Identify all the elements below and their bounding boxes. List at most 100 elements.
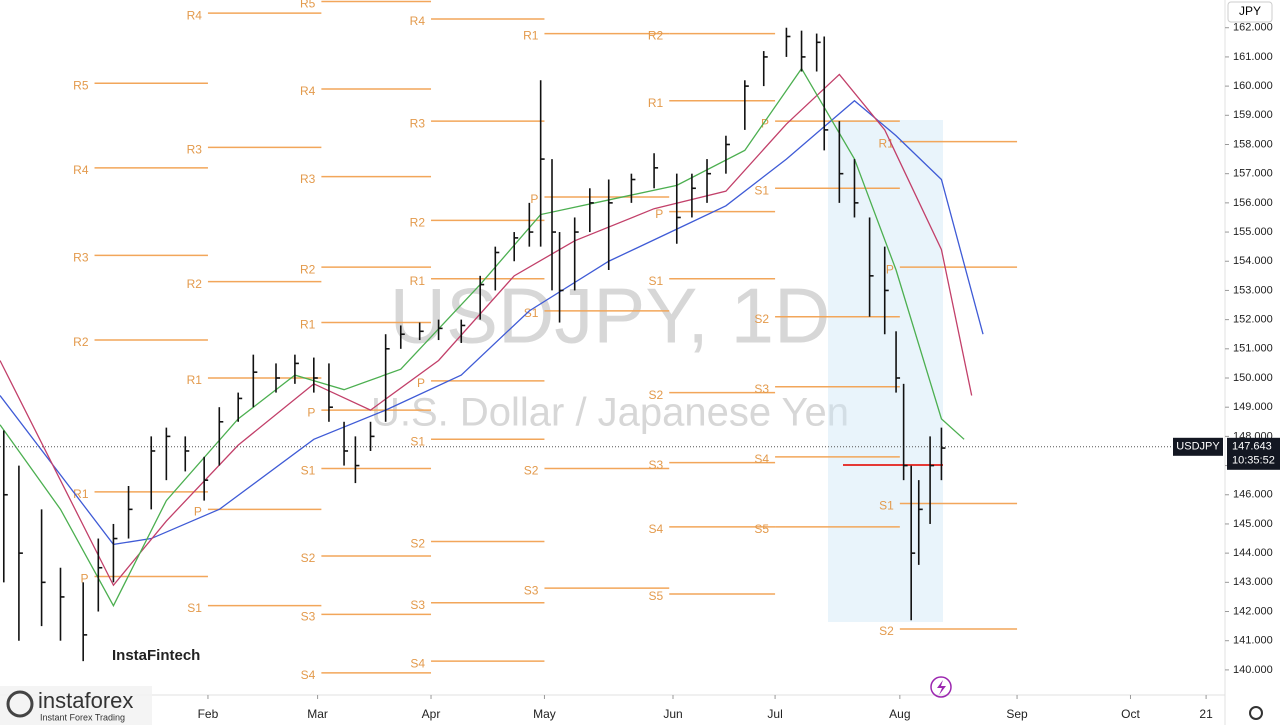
pivot-label: P xyxy=(81,572,89,586)
y-tick-label: 162.000 xyxy=(1233,22,1273,34)
plot: R5 R4 R3 R2 R1 P R4 R3 R2 R1 P S1 R5 R4 R3 R2 R1 P S1 S2 S3 S… xyxy=(0,0,1173,682)
y-tick-label: 145.000 xyxy=(1233,518,1273,530)
pivot-label: R3 xyxy=(187,143,203,157)
x-tick-label: Sep xyxy=(1006,707,1028,721)
pivot-label: P xyxy=(886,262,894,276)
pivot-label: P xyxy=(761,116,769,130)
pivot-label: P xyxy=(417,376,425,390)
pivot-label: R5 xyxy=(73,78,89,92)
pivot-label: S5 xyxy=(649,589,664,603)
pivot-label: S1 xyxy=(649,274,664,288)
y-tick-label: 153.000 xyxy=(1233,284,1273,296)
settings-icon[interactable] xyxy=(1249,706,1263,720)
pivot-label: R3 xyxy=(300,172,316,186)
y-tick-label: 149.000 xyxy=(1233,401,1273,413)
pivot-label: S3 xyxy=(524,583,539,597)
y-tick-label: 155.000 xyxy=(1233,226,1273,238)
y-tick-label: 152.000 xyxy=(1233,314,1273,326)
x-tick-label: Oct xyxy=(1121,707,1140,721)
pivot-label: R1 xyxy=(523,29,539,43)
pivot-label: R2 xyxy=(410,216,426,230)
pivot-label: S3 xyxy=(754,382,769,396)
brand-name: instaforex xyxy=(38,688,133,713)
pivot-label: S3 xyxy=(649,458,664,472)
pivot-label: R1 xyxy=(410,274,426,288)
pivot-label: S1 xyxy=(187,601,202,615)
pivot-label: R4 xyxy=(73,163,89,177)
y-tick-label: 158.000 xyxy=(1233,138,1273,150)
y-tick-label: 160.000 xyxy=(1233,80,1273,92)
pivot-label: P xyxy=(194,505,202,519)
pivot-label: S4 xyxy=(754,452,769,466)
pivot-label: P xyxy=(530,192,538,206)
pivot-label: S4 xyxy=(649,522,664,536)
volume-profile-area xyxy=(828,120,943,622)
replay-icon[interactable] xyxy=(930,676,952,698)
brand-icon xyxy=(6,690,34,718)
pivot-label: S4 xyxy=(410,656,425,670)
pivot-label: S1 xyxy=(410,434,425,448)
y-tick-label: 150.000 xyxy=(1233,372,1273,384)
x-tick-label: Aug xyxy=(889,707,910,721)
pivot-label: R4 xyxy=(300,84,316,98)
pivot-label: R2 xyxy=(73,335,89,349)
y-tick-label: 142.000 xyxy=(1233,605,1273,617)
y-tick-label: 143.000 xyxy=(1233,576,1273,588)
pivot-label: S2 xyxy=(649,388,664,402)
y-tick-label: 154.000 xyxy=(1233,255,1273,267)
pivot-label: S2 xyxy=(754,312,769,326)
pivot-label: S1 xyxy=(879,499,894,513)
pivot-label: S2 xyxy=(524,464,539,478)
pivot-label: S1 xyxy=(301,464,316,478)
y-tick-label: 146.000 xyxy=(1233,489,1273,501)
pivot-label: S3 xyxy=(410,598,425,612)
pivot-label: R4 xyxy=(187,8,203,22)
brand-tagline: Instant Forex Trading xyxy=(40,712,125,722)
y-tick-label: 144.000 xyxy=(1233,547,1273,559)
moving-average xyxy=(0,67,965,608)
watermark-subtitle: U.S. Dollar / Japanese Yen xyxy=(371,391,849,435)
x-tick-label: Apr xyxy=(422,707,441,721)
pivot-label: S4 xyxy=(301,668,316,682)
pivot-label: S5 xyxy=(754,522,769,536)
pivot-label: P xyxy=(655,207,663,221)
y-tick-label: 156.000 xyxy=(1233,197,1273,209)
pivot-label: R3 xyxy=(410,116,426,130)
y-tick-label: 159.000 xyxy=(1233,109,1273,121)
pivot-label: S2 xyxy=(410,537,425,551)
y-tick-label: 161.000 xyxy=(1233,51,1273,63)
pivot-label: R2 xyxy=(648,29,664,43)
x-tick-label: May xyxy=(533,707,556,721)
y-tick-label: 140.000 xyxy=(1233,664,1273,676)
pivot-label: S2 xyxy=(301,551,316,565)
pivot-label: R4 xyxy=(410,14,426,28)
replay-icon-bolt xyxy=(937,680,946,695)
watermark-box xyxy=(100,640,212,670)
pivot-label: R3 xyxy=(73,251,89,265)
y-tick-label: 151.000 xyxy=(1233,343,1273,355)
pivot-label: R1 xyxy=(648,96,664,110)
currency-button[interactable] xyxy=(1227,1,1273,23)
watermark-title: USDJPY, 1D xyxy=(390,272,831,360)
pivot-label: R5 xyxy=(300,0,316,11)
x-tick-label: Feb xyxy=(198,707,219,721)
price-tag-countdown: 10:35:52 xyxy=(1232,455,1275,467)
pivot-label: P xyxy=(307,405,315,419)
x-tick-label: Mar xyxy=(307,707,328,721)
price-tag-value: 147.643 xyxy=(1232,441,1272,453)
symbol-tag-text: USDJPY xyxy=(1176,441,1220,453)
pivot-label: R2 xyxy=(187,277,203,291)
pivot-label: R1 xyxy=(300,318,316,332)
pivot-label: R2 xyxy=(300,262,316,276)
symbol-tag xyxy=(1173,437,1223,456)
currency[interactable]: JPY xyxy=(1239,4,1261,18)
x-tick-label: Jun xyxy=(663,707,682,721)
instafintech-logo: InstaFintech xyxy=(112,647,200,664)
price-tag xyxy=(1227,437,1280,470)
pivot-label: S1 xyxy=(524,306,539,320)
pivot-label: S3 xyxy=(301,610,316,624)
y-tick-label: 157.000 xyxy=(1233,168,1273,180)
moving-average xyxy=(0,73,973,587)
